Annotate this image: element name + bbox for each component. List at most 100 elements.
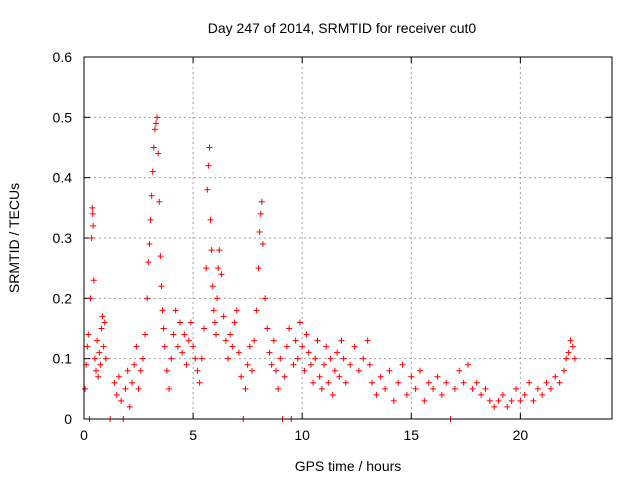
data-point [163, 367, 170, 374]
data-point [552, 373, 559, 380]
data-point [534, 385, 541, 392]
data-point [145, 259, 152, 266]
data-point [192, 355, 199, 362]
x-tick-label: 0 [80, 427, 88, 443]
data-point [292, 337, 299, 344]
data-point [131, 361, 138, 368]
data-point [270, 337, 277, 344]
data-point [355, 367, 362, 374]
data-point [255, 265, 262, 272]
data-point [160, 325, 167, 332]
data-point [403, 391, 410, 398]
plot-frame [83, 56, 613, 420]
data-point [153, 120, 159, 127]
data-point [340, 355, 347, 362]
data-point [213, 331, 219, 338]
data-point [95, 373, 102, 380]
data-point [88, 235, 95, 241]
data-point [96, 349, 103, 356]
data-point [142, 331, 149, 338]
data-point [124, 367, 131, 374]
data-point [170, 331, 177, 338]
data-point [185, 337, 192, 344]
data-point [305, 349, 312, 356]
data-point [149, 168, 156, 175]
data-point [513, 385, 519, 392]
data-point [297, 319, 303, 326]
data-point [154, 114, 161, 121]
data-point [382, 385, 389, 392]
data-point [299, 343, 306, 350]
x-tick-label: 20 [513, 427, 529, 443]
data-point [156, 198, 163, 205]
data-point [194, 367, 201, 374]
data-point [569, 343, 576, 350]
data-point [151, 126, 158, 133]
data-point [301, 367, 308, 374]
data-point [135, 385, 142, 392]
data-point [168, 355, 175, 362]
data-point [290, 361, 297, 368]
data-points [82, 114, 578, 422]
x-tick-label: 5 [189, 427, 197, 443]
data-point [158, 283, 165, 290]
data-point [87, 295, 94, 302]
data-point [201, 325, 207, 332]
data-point [443, 379, 450, 386]
data-point [257, 210, 264, 217]
y-tick-label: 0.6 [53, 49, 73, 65]
data-point [203, 265, 210, 272]
data-point [214, 295, 221, 302]
data-point [478, 391, 485, 398]
data-point [430, 385, 437, 392]
data-point [386, 367, 393, 374]
data-point [421, 397, 428, 404]
data-point [222, 337, 229, 344]
data-point [281, 373, 288, 380]
axis-ticks: 0 0.1 0.2 0.3 0.4 0.5 0.6 0 5 10 15 20 [53, 49, 612, 443]
data-point [207, 216, 214, 223]
y-axis-title: SRMTID / TECUs [6, 183, 22, 293]
data-point [204, 186, 211, 193]
data-point [172, 307, 179, 314]
data-point [98, 325, 105, 332]
data-point [539, 391, 546, 398]
data-point [331, 367, 338, 374]
data-point [229, 343, 236, 350]
data-point [571, 355, 578, 362]
data-point [262, 295, 269, 302]
data-point [451, 385, 458, 392]
data-point [273, 367, 279, 374]
data-point [275, 385, 282, 392]
data-point [90, 277, 97, 284]
data-point [177, 319, 183, 326]
data-point [342, 379, 349, 386]
data-point [465, 361, 471, 368]
data-point [482, 385, 489, 392]
data-point [253, 307, 260, 314]
data-point [198, 355, 205, 362]
data-point [438, 391, 445, 398]
data-point [294, 355, 301, 362]
data-point [310, 379, 317, 386]
data-point [89, 210, 96, 217]
data-point [303, 331, 310, 338]
y-tick-label: 0.5 [53, 109, 73, 125]
data-point [118, 397, 125, 404]
data-point [216, 247, 223, 254]
data-point [469, 385, 476, 392]
data-point [486, 397, 493, 404]
data-point [84, 343, 91, 350]
data-point [91, 355, 98, 362]
data-point [225, 355, 231, 362]
data-point [565, 349, 572, 356]
data-point [161, 343, 168, 350]
data-point [456, 367, 463, 374]
data-point [266, 349, 273, 356]
data-point [460, 379, 467, 386]
data-point [101, 319, 108, 326]
data-point [347, 361, 354, 368]
x-tick-label: 15 [403, 427, 419, 443]
data-point [93, 367, 99, 374]
data-point [491, 403, 498, 410]
